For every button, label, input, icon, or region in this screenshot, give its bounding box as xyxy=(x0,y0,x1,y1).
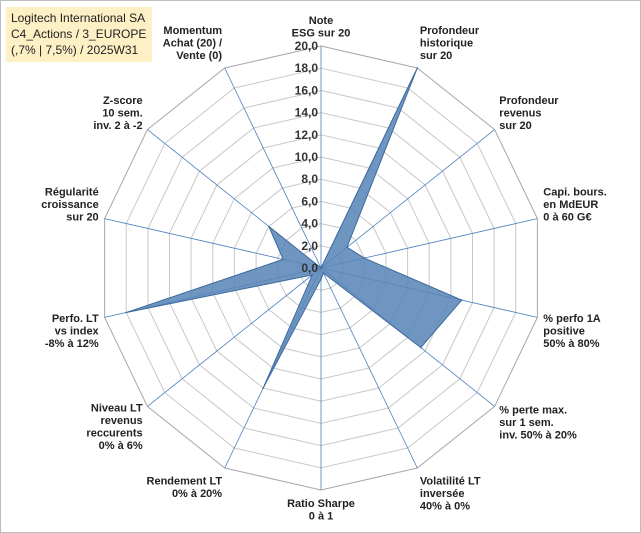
spoke xyxy=(147,267,322,407)
spoke xyxy=(320,267,418,469)
tick-label: 8,0 xyxy=(301,172,318,186)
axis-label: Profondeur historique sur 20 xyxy=(420,25,480,62)
tick-label: 4,0 xyxy=(301,217,318,231)
axis-label: Capi. bours. en MdEUR 0 à 60 G€ xyxy=(543,186,607,223)
axis-label: Momentum Achat (20) / Vente (0) xyxy=(163,25,223,62)
data-point xyxy=(460,299,463,301)
tick-label: 12,0 xyxy=(295,128,319,142)
axis-label: Volatilité LT inversée 40% à 0% xyxy=(420,475,481,512)
data-point xyxy=(320,278,322,280)
tick-label: 0,0 xyxy=(301,261,318,275)
info-box: Logitech International SA C4_Actions / 3… xyxy=(6,7,153,62)
company-name: Logitech International SA xyxy=(11,11,146,25)
axis-label: Perfo. LT vs index -8% à 12% xyxy=(45,313,100,350)
axis-label: % perte max. sur 1 sem. inv. 50% à 20% xyxy=(499,405,577,442)
series xyxy=(125,67,463,389)
data-point xyxy=(125,311,127,314)
tick-label: 16,0 xyxy=(295,83,319,97)
data-point xyxy=(416,67,419,69)
tick-labels: 0,0 2,0 4,0 6,0 8,0 10,0 12,0 14,0 16,0 18,0 20,0 xyxy=(295,39,319,275)
data-point xyxy=(282,258,284,261)
period-line: (,7% | 7,5%) / 2025W31 xyxy=(11,43,139,57)
axis-label: Note ESG sur 20 xyxy=(292,15,351,40)
axis-label: Régularité croissance sur 20 xyxy=(41,186,98,223)
tick-label: 2,0 xyxy=(301,239,318,253)
axis-label: Ratio Sharpe 0 à 1 xyxy=(287,498,355,523)
tick-label: 10,0 xyxy=(295,150,319,164)
series-area xyxy=(126,67,463,389)
data-point xyxy=(346,246,348,248)
axis-label: % perfo 1A positive 50% à 80% xyxy=(543,313,601,350)
data-point xyxy=(311,274,314,276)
tick-label: 6,0 xyxy=(301,194,318,208)
spoke xyxy=(320,129,495,269)
axis-label: Niveau LT revenus reccurents 0% à 6% xyxy=(86,403,143,453)
axis-label: Profondeur revenus sur 20 xyxy=(499,95,559,132)
data-point xyxy=(262,387,265,389)
category-line: C4_Actions / 3_EUROPE xyxy=(11,27,147,41)
tick-label: 18,0 xyxy=(295,61,319,75)
tick-label: 14,0 xyxy=(295,106,319,120)
data-point xyxy=(420,346,422,349)
data-point xyxy=(268,225,270,228)
axis-label: Z-score 10 sem. inv. 2 à -2 xyxy=(93,95,142,132)
spoke xyxy=(224,67,322,269)
data-point xyxy=(320,267,322,269)
axis-label: Rendement LT 0% à 20% xyxy=(147,475,223,500)
data-point xyxy=(322,272,325,274)
tick-label: 20,0 xyxy=(295,39,319,53)
data-point xyxy=(363,257,366,259)
axis-labels: Note ESG sur 20 Profondeur historique sur 20… xyxy=(41,15,607,523)
